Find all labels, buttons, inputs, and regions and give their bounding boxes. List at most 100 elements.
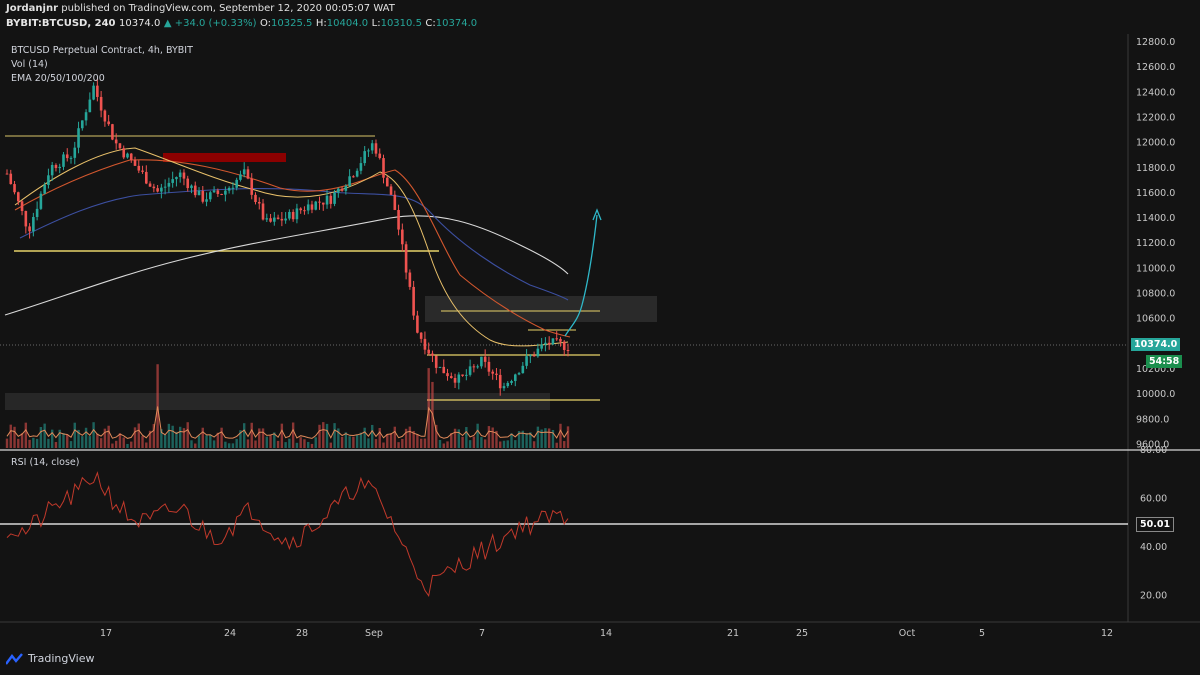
candle-body[interactable] [175,177,178,180]
candle-body[interactable] [502,386,506,389]
candle-body[interactable] [73,147,77,158]
time-axis[interactable]: 17 24 28 Sep 7 14 21 25 Oct 5 12 [100,628,1113,639]
candle-body[interactable] [47,175,50,185]
candle-body[interactable] [453,377,457,383]
candle-body[interactable] [442,366,446,374]
volume-legend[interactable]: Vol (14) [11,59,48,70]
supply-zone[interactable] [163,153,286,162]
candle-body[interactable] [465,374,468,376]
candle-body[interactable] [472,366,476,368]
candle-body[interactable] [160,187,163,192]
candle-body[interactable] [178,172,182,178]
candle-body[interactable] [167,182,171,187]
candle-body[interactable] [517,373,521,375]
candle-body[interactable] [239,174,242,180]
candle-body[interactable] [141,170,144,172]
candle-body[interactable] [9,173,13,185]
candle-body[interactable] [385,177,389,187]
candle-body[interactable] [562,341,566,350]
candle-body[interactable] [284,218,287,221]
candle-body[interactable] [333,192,336,204]
candle-body[interactable] [201,190,205,202]
candle-body[interactable] [216,190,220,194]
price-axis[interactable]: 12800.0 12600.0 12400.0 12200.0 12000.0 11800… [1136,37,1175,450]
candle-body[interactable] [355,170,359,177]
candle-body[interactable] [276,217,280,219]
candle-body[interactable] [299,208,302,211]
candle-body[interactable] [446,373,449,377]
candle-body[interactable] [468,366,472,375]
candle-body[interactable] [348,176,351,186]
candle-body[interactable] [382,158,385,178]
candlesticks[interactable] [5,79,570,396]
candle-body[interactable] [81,120,84,129]
candle-body[interactable] [344,185,348,191]
candle-body[interactable] [193,185,197,196]
rsi-line[interactable] [6,471,569,598]
candle-body[interactable] [397,209,400,230]
candle-body[interactable] [273,217,276,222]
candle-body[interactable] [224,190,227,195]
candle-body[interactable] [250,178,254,195]
candle-body[interactable] [487,361,491,372]
candle-body[interactable] [325,195,329,205]
candle-body[interactable] [92,85,95,100]
candle-body[interactable] [566,349,570,351]
candle-body[interactable] [340,188,344,191]
candle-body[interactable] [280,218,284,221]
candle-body[interactable] [449,376,453,378]
candle-body[interactable] [242,169,246,175]
candle-body[interactable] [58,166,62,169]
candle-body[interactable] [122,148,126,158]
candle-body[interactable] [20,201,24,211]
candle-body[interactable] [495,373,498,375]
candle-body[interactable] [265,218,269,220]
candle-body[interactable] [145,171,148,184]
candle-body[interactable] [156,188,159,192]
candle-body[interactable] [427,349,430,354]
candle-body[interactable] [423,338,427,350]
candle-body[interactable] [88,99,92,113]
candle-body[interactable] [363,151,366,164]
candle-body[interactable] [182,172,186,179]
candle-body[interactable] [314,201,318,210]
candle-body[interactable] [498,374,502,389]
candle-body[interactable] [532,355,536,357]
candle-body[interactable] [148,183,152,187]
candle-body[interactable] [416,315,419,333]
candle-body[interactable] [431,353,434,356]
candle-body[interactable] [521,365,525,374]
candle-body[interactable] [197,190,201,196]
candle-body[interactable] [28,226,31,232]
resistance-zone[interactable] [425,296,657,322]
ema-legend[interactable]: EMA 20/50/100/200 [11,73,105,84]
candle-body[interactable] [393,194,397,210]
candle-body[interactable] [205,199,208,202]
candle-body[interactable] [337,188,340,193]
candle-body[interactable] [43,184,46,194]
candle-body[interactable] [111,124,114,140]
candle-body[interactable] [96,85,99,97]
tradingview-footer[interactable]: TradingView [6,652,94,665]
candle-body[interactable] [555,338,559,340]
candle-body[interactable] [367,150,370,152]
candle-body[interactable] [352,176,355,178]
candle-body[interactable] [114,139,118,144]
candle-body[interactable] [152,186,156,189]
candle-body[interactable] [408,272,412,287]
candle-body[interactable] [235,179,238,188]
candle-body[interactable] [461,374,464,376]
candle-body[interactable] [103,110,107,122]
candle-body[interactable] [359,163,363,171]
candle-body[interactable] [529,355,532,357]
candle-body[interactable] [303,210,306,212]
candle-body[interactable] [401,229,404,245]
candle-body[interactable] [310,204,314,210]
candle-body[interactable] [318,201,321,203]
candle-body[interactable] [419,332,423,339]
rsi-legend[interactable]: RSI (14, close) [11,457,80,468]
candle-body[interactable] [107,121,110,125]
candle-body[interactable] [84,112,88,121]
candle-body[interactable] [404,244,408,273]
